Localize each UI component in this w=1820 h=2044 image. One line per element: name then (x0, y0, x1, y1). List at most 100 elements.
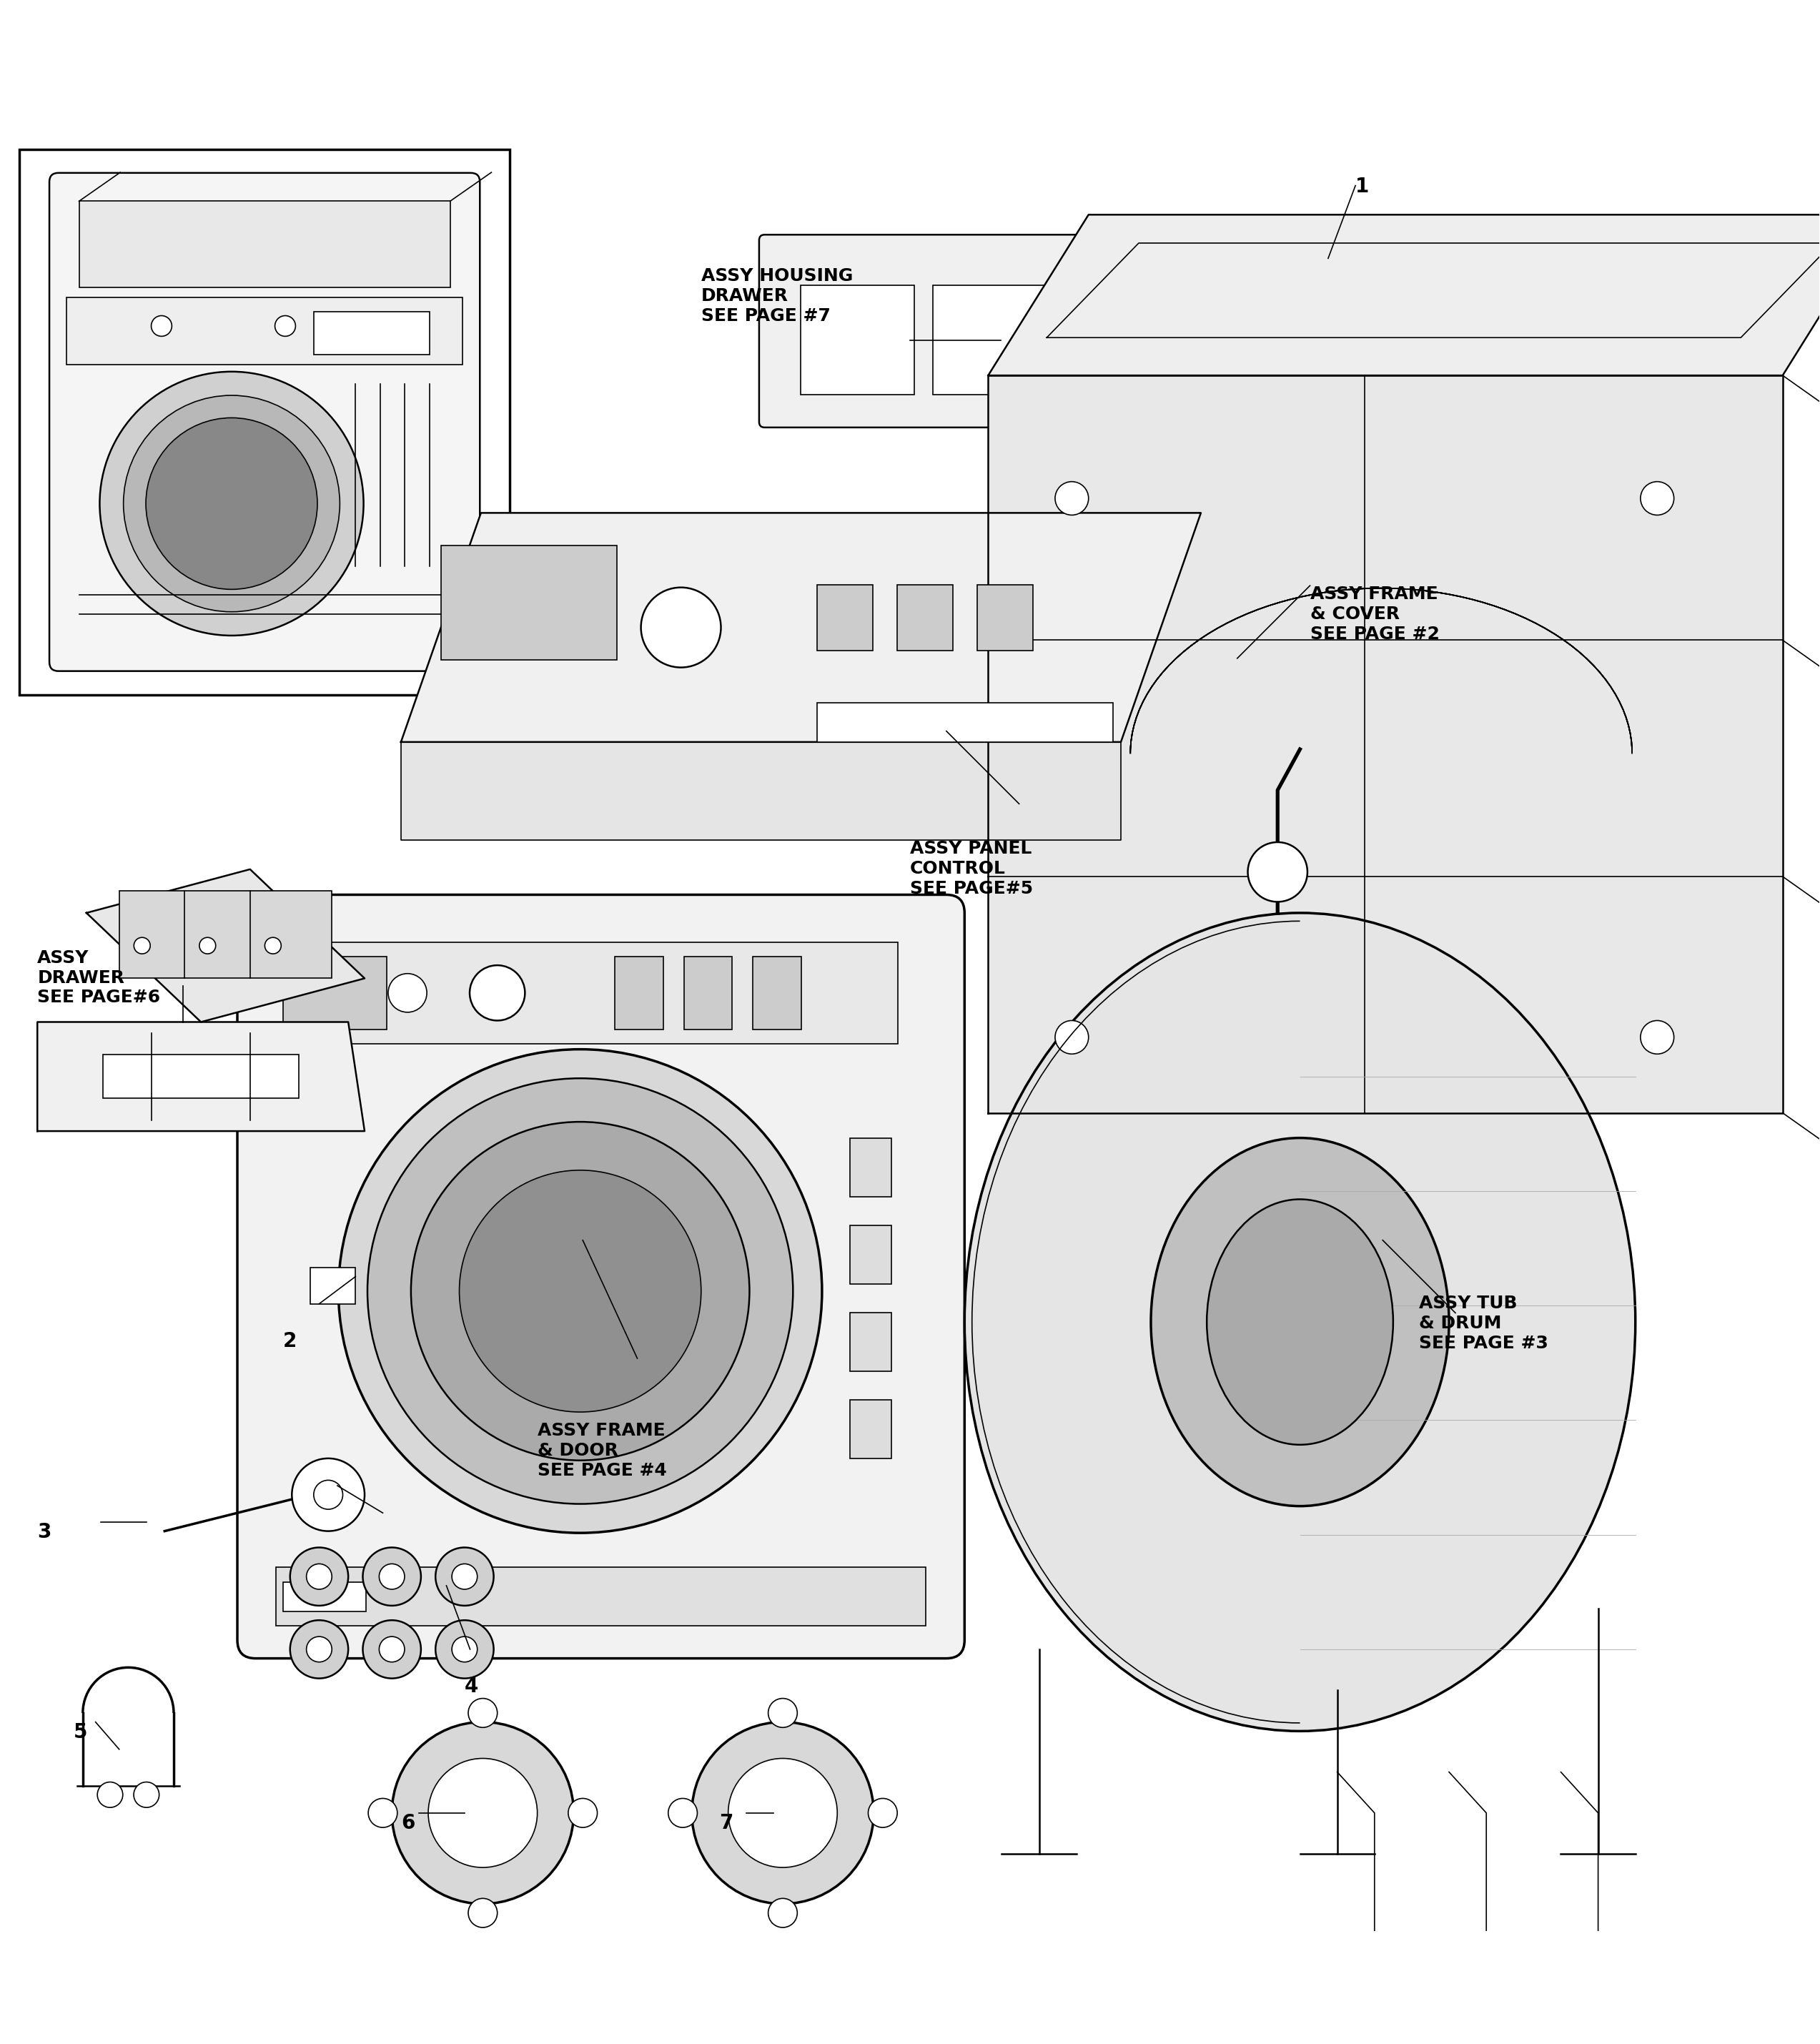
Circle shape (318, 973, 359, 1012)
Circle shape (668, 1799, 697, 1827)
Bar (315, 311, 430, 356)
Ellipse shape (1207, 1200, 1392, 1445)
Bar (1065, 286, 1178, 394)
Circle shape (275, 315, 295, 337)
Text: ASSY TUB
& DRUM
SEE PAGE #3: ASSY TUB & DRUM SEE PAGE #3 (1420, 1294, 1549, 1351)
Text: 1: 1 (1356, 176, 1369, 196)
Circle shape (451, 1637, 477, 1662)
Polygon shape (38, 1022, 364, 1130)
FancyBboxPatch shape (49, 174, 480, 670)
Bar (801, 286, 914, 394)
Circle shape (151, 315, 171, 337)
Circle shape (133, 1782, 158, 1807)
FancyBboxPatch shape (759, 235, 1225, 427)
Bar (20, 149, 510, 695)
Circle shape (641, 587, 721, 668)
Circle shape (470, 965, 524, 1020)
Circle shape (135, 938, 151, 955)
Polygon shape (988, 215, 1820, 376)
Circle shape (100, 372, 364, 636)
Bar (615, 957, 662, 1030)
Bar (850, 1312, 892, 1372)
Circle shape (459, 1169, 701, 1412)
Text: 6: 6 (400, 1813, 415, 1833)
Circle shape (264, 938, 280, 955)
Text: 5: 5 (75, 1721, 87, 1741)
Ellipse shape (1150, 1139, 1449, 1506)
Circle shape (451, 1564, 477, 1590)
Circle shape (291, 1457, 364, 1531)
Text: ASSY
DRAWER
SEE PAGE#6: ASSY DRAWER SEE PAGE#6 (38, 948, 160, 1006)
Bar (850, 1226, 892, 1284)
Circle shape (692, 1721, 874, 1903)
Text: ASSY HOUSING
DRAWER
SEE PAGE #7: ASSY HOUSING DRAWER SEE PAGE #7 (701, 268, 854, 325)
Circle shape (391, 1721, 573, 1903)
Polygon shape (86, 869, 364, 1022)
Polygon shape (988, 376, 1782, 1112)
Ellipse shape (965, 914, 1636, 1731)
Polygon shape (400, 513, 1201, 742)
Bar (932, 286, 1046, 394)
Bar (977, 585, 1034, 650)
Circle shape (306, 1637, 331, 1662)
Polygon shape (400, 742, 1121, 840)
Circle shape (289, 1547, 348, 1607)
Bar (309, 1267, 355, 1304)
Circle shape (468, 1899, 497, 1927)
Circle shape (568, 1799, 597, 1827)
Circle shape (200, 938, 217, 955)
Text: ASSY FRAME
& COVER
SEE PAGE #2: ASSY FRAME & COVER SEE PAGE #2 (1310, 587, 1440, 642)
Text: 2: 2 (282, 1331, 297, 1351)
Bar (78, 200, 450, 288)
Text: ASSY FRAME
& DOOR
SEE PAGE #4: ASSY FRAME & DOOR SEE PAGE #4 (537, 1423, 666, 1480)
Circle shape (368, 1079, 794, 1504)
Bar (684, 957, 732, 1030)
Circle shape (477, 607, 517, 648)
Bar (897, 585, 954, 650)
Text: 3: 3 (38, 1523, 51, 1541)
Circle shape (1640, 1020, 1674, 1055)
Bar (102, 1055, 298, 1098)
Circle shape (428, 1758, 537, 1868)
Circle shape (541, 607, 581, 648)
Bar (850, 1139, 892, 1196)
Circle shape (1249, 842, 1307, 901)
Circle shape (306, 1564, 331, 1590)
FancyBboxPatch shape (237, 895, 965, 1658)
Bar (440, 546, 617, 660)
Bar (817, 703, 1112, 742)
Bar (118, 891, 331, 979)
Bar (289, 942, 897, 1044)
Circle shape (468, 1699, 497, 1727)
Bar (67, 296, 462, 364)
Circle shape (768, 1899, 797, 1927)
Bar (284, 1582, 366, 1611)
Circle shape (379, 1637, 404, 1662)
Bar (277, 1568, 926, 1625)
Circle shape (146, 417, 317, 589)
Bar (850, 1400, 892, 1457)
Circle shape (435, 1547, 493, 1607)
Circle shape (435, 1621, 493, 1678)
Circle shape (1056, 482, 1088, 515)
Circle shape (728, 1758, 837, 1868)
Circle shape (868, 1799, 897, 1827)
Circle shape (1056, 1020, 1088, 1055)
Circle shape (362, 1621, 420, 1678)
Circle shape (369, 315, 389, 337)
Circle shape (124, 394, 340, 611)
Circle shape (339, 1049, 823, 1533)
Circle shape (379, 1564, 404, 1590)
Bar (284, 957, 388, 1030)
Circle shape (289, 1621, 348, 1678)
Text: 4: 4 (464, 1676, 479, 1697)
Circle shape (1119, 249, 1156, 286)
Circle shape (368, 1799, 397, 1827)
Bar (753, 957, 801, 1030)
Circle shape (313, 1480, 342, 1508)
Circle shape (1147, 262, 1183, 298)
Circle shape (411, 1122, 750, 1459)
Circle shape (388, 973, 428, 1012)
Text: 7: 7 (719, 1813, 733, 1833)
Circle shape (1640, 482, 1674, 515)
